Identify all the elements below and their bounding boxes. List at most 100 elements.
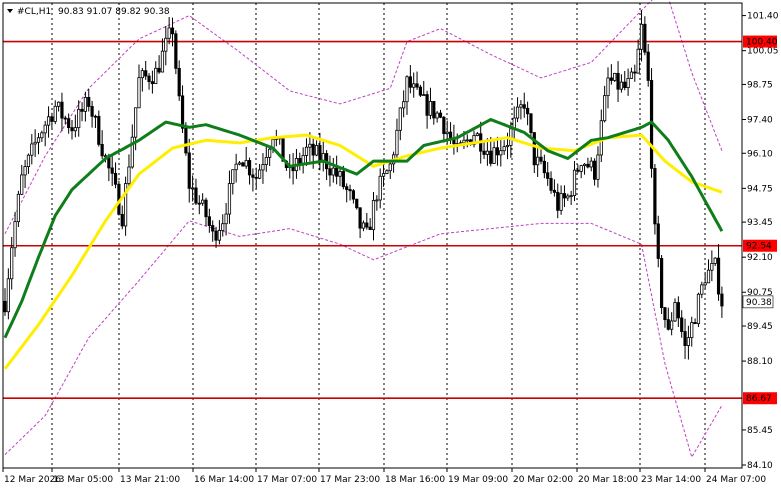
x-tick-label: 13 Mar 05:00 <box>53 475 113 485</box>
candle-body <box>234 163 238 171</box>
x-tick-label: 12 Mar 2026 <box>4 475 61 485</box>
candle-body <box>328 168 332 176</box>
candle-body <box>73 127 77 132</box>
candle-body <box>703 282 707 286</box>
candle-body <box>505 145 510 148</box>
x-tick-label: 17 Mar 23:00 <box>320 475 380 485</box>
candle-body <box>40 132 44 139</box>
candle-body <box>489 150 493 164</box>
candle-body <box>435 112 439 119</box>
candle-body <box>623 81 627 89</box>
candle-body <box>596 154 600 180</box>
candle-body <box>164 37 168 52</box>
candle-body <box>710 263 714 271</box>
candle-body <box>231 169 235 185</box>
candle-body <box>247 160 252 176</box>
candle-body <box>432 101 436 119</box>
x-tick-label: 23 Mar 14:00 <box>641 475 701 485</box>
candle-body <box>154 67 158 84</box>
candle-body <box>301 155 305 164</box>
candle-body <box>515 106 520 119</box>
candle-body <box>23 166 27 176</box>
y-tick-label: 92.10 <box>747 253 773 263</box>
candle-body <box>137 77 141 109</box>
candle-body <box>30 143 34 156</box>
candle-body <box>221 223 225 231</box>
candle-body <box>368 226 372 231</box>
candle-body <box>536 156 540 166</box>
candle-body <box>224 213 228 225</box>
candle-body <box>670 320 674 330</box>
candle-body <box>713 257 717 264</box>
candle-body <box>167 27 171 39</box>
candle-body <box>298 158 302 164</box>
candle-body <box>462 139 466 144</box>
candle-body <box>616 72 620 90</box>
candle-body <box>502 146 506 152</box>
candle-body <box>321 153 325 161</box>
symbol-label[interactable]: #CL,H1 <box>17 7 51 17</box>
candle-body <box>144 70 148 77</box>
candle-body <box>643 23 647 53</box>
candle-body <box>160 50 165 73</box>
candle-body <box>385 170 389 174</box>
candle-body <box>67 118 71 129</box>
candles <box>3 10 724 360</box>
candle-body <box>180 95 185 129</box>
level-label: 86.67 <box>746 394 772 404</box>
candle-body <box>636 48 640 74</box>
candle-body <box>629 71 634 79</box>
candle-body <box>341 171 345 188</box>
y-tick-label: 93.45 <box>747 218 773 228</box>
candle-body <box>57 101 61 107</box>
candle-body <box>680 317 684 332</box>
candle-body <box>398 107 402 131</box>
candle-body <box>666 319 670 330</box>
candle-body <box>251 174 255 178</box>
level-lines <box>3 40 742 400</box>
candle-body <box>706 269 711 284</box>
y-tick-label: 100.05 <box>747 47 779 57</box>
symbol-dropdown-icon[interactable] <box>7 9 13 13</box>
candle-body <box>130 136 134 168</box>
candle-body <box>93 115 98 118</box>
candle-body <box>83 96 87 112</box>
candle-body <box>546 172 550 179</box>
candle-body <box>100 143 104 157</box>
candle-body <box>46 116 51 126</box>
candle-body <box>378 175 382 201</box>
candle-body <box>338 171 342 177</box>
candle-body <box>134 107 138 138</box>
candle-body <box>586 163 590 168</box>
x-tick-label: 20 Mar 02:00 <box>513 475 573 485</box>
candle-body <box>351 190 356 200</box>
y-tick-label: 90.75 <box>747 288 773 298</box>
candle-body <box>308 143 312 148</box>
candle-body <box>281 138 285 162</box>
candle-body <box>539 156 543 162</box>
candle-body <box>499 150 503 156</box>
level-label-bg <box>743 35 777 48</box>
y-tick-label: 88.10 <box>747 357 773 367</box>
candle-body <box>140 70 144 79</box>
candle-body <box>53 105 57 122</box>
candle-body <box>556 191 560 211</box>
candle-body <box>485 150 490 155</box>
x-tick-label: 24 Mar 07:00 <box>706 475 766 485</box>
y-tick-label: 96.10 <box>747 149 773 159</box>
candle-body <box>700 284 704 295</box>
y-tick-label: 85.45 <box>747 426 773 436</box>
candle-body <box>6 278 10 313</box>
candle-body <box>656 223 660 259</box>
level-label: 92.54 <box>746 242 772 252</box>
y-tick-label: 101.40 <box>747 12 779 22</box>
candle-body <box>492 147 496 164</box>
candle-body <box>331 167 335 176</box>
candle-body <box>237 162 242 165</box>
candle-body <box>217 230 221 241</box>
candle-body <box>663 307 667 321</box>
candle-body <box>609 77 613 81</box>
candle-body <box>576 169 580 172</box>
candle-body <box>375 199 379 202</box>
